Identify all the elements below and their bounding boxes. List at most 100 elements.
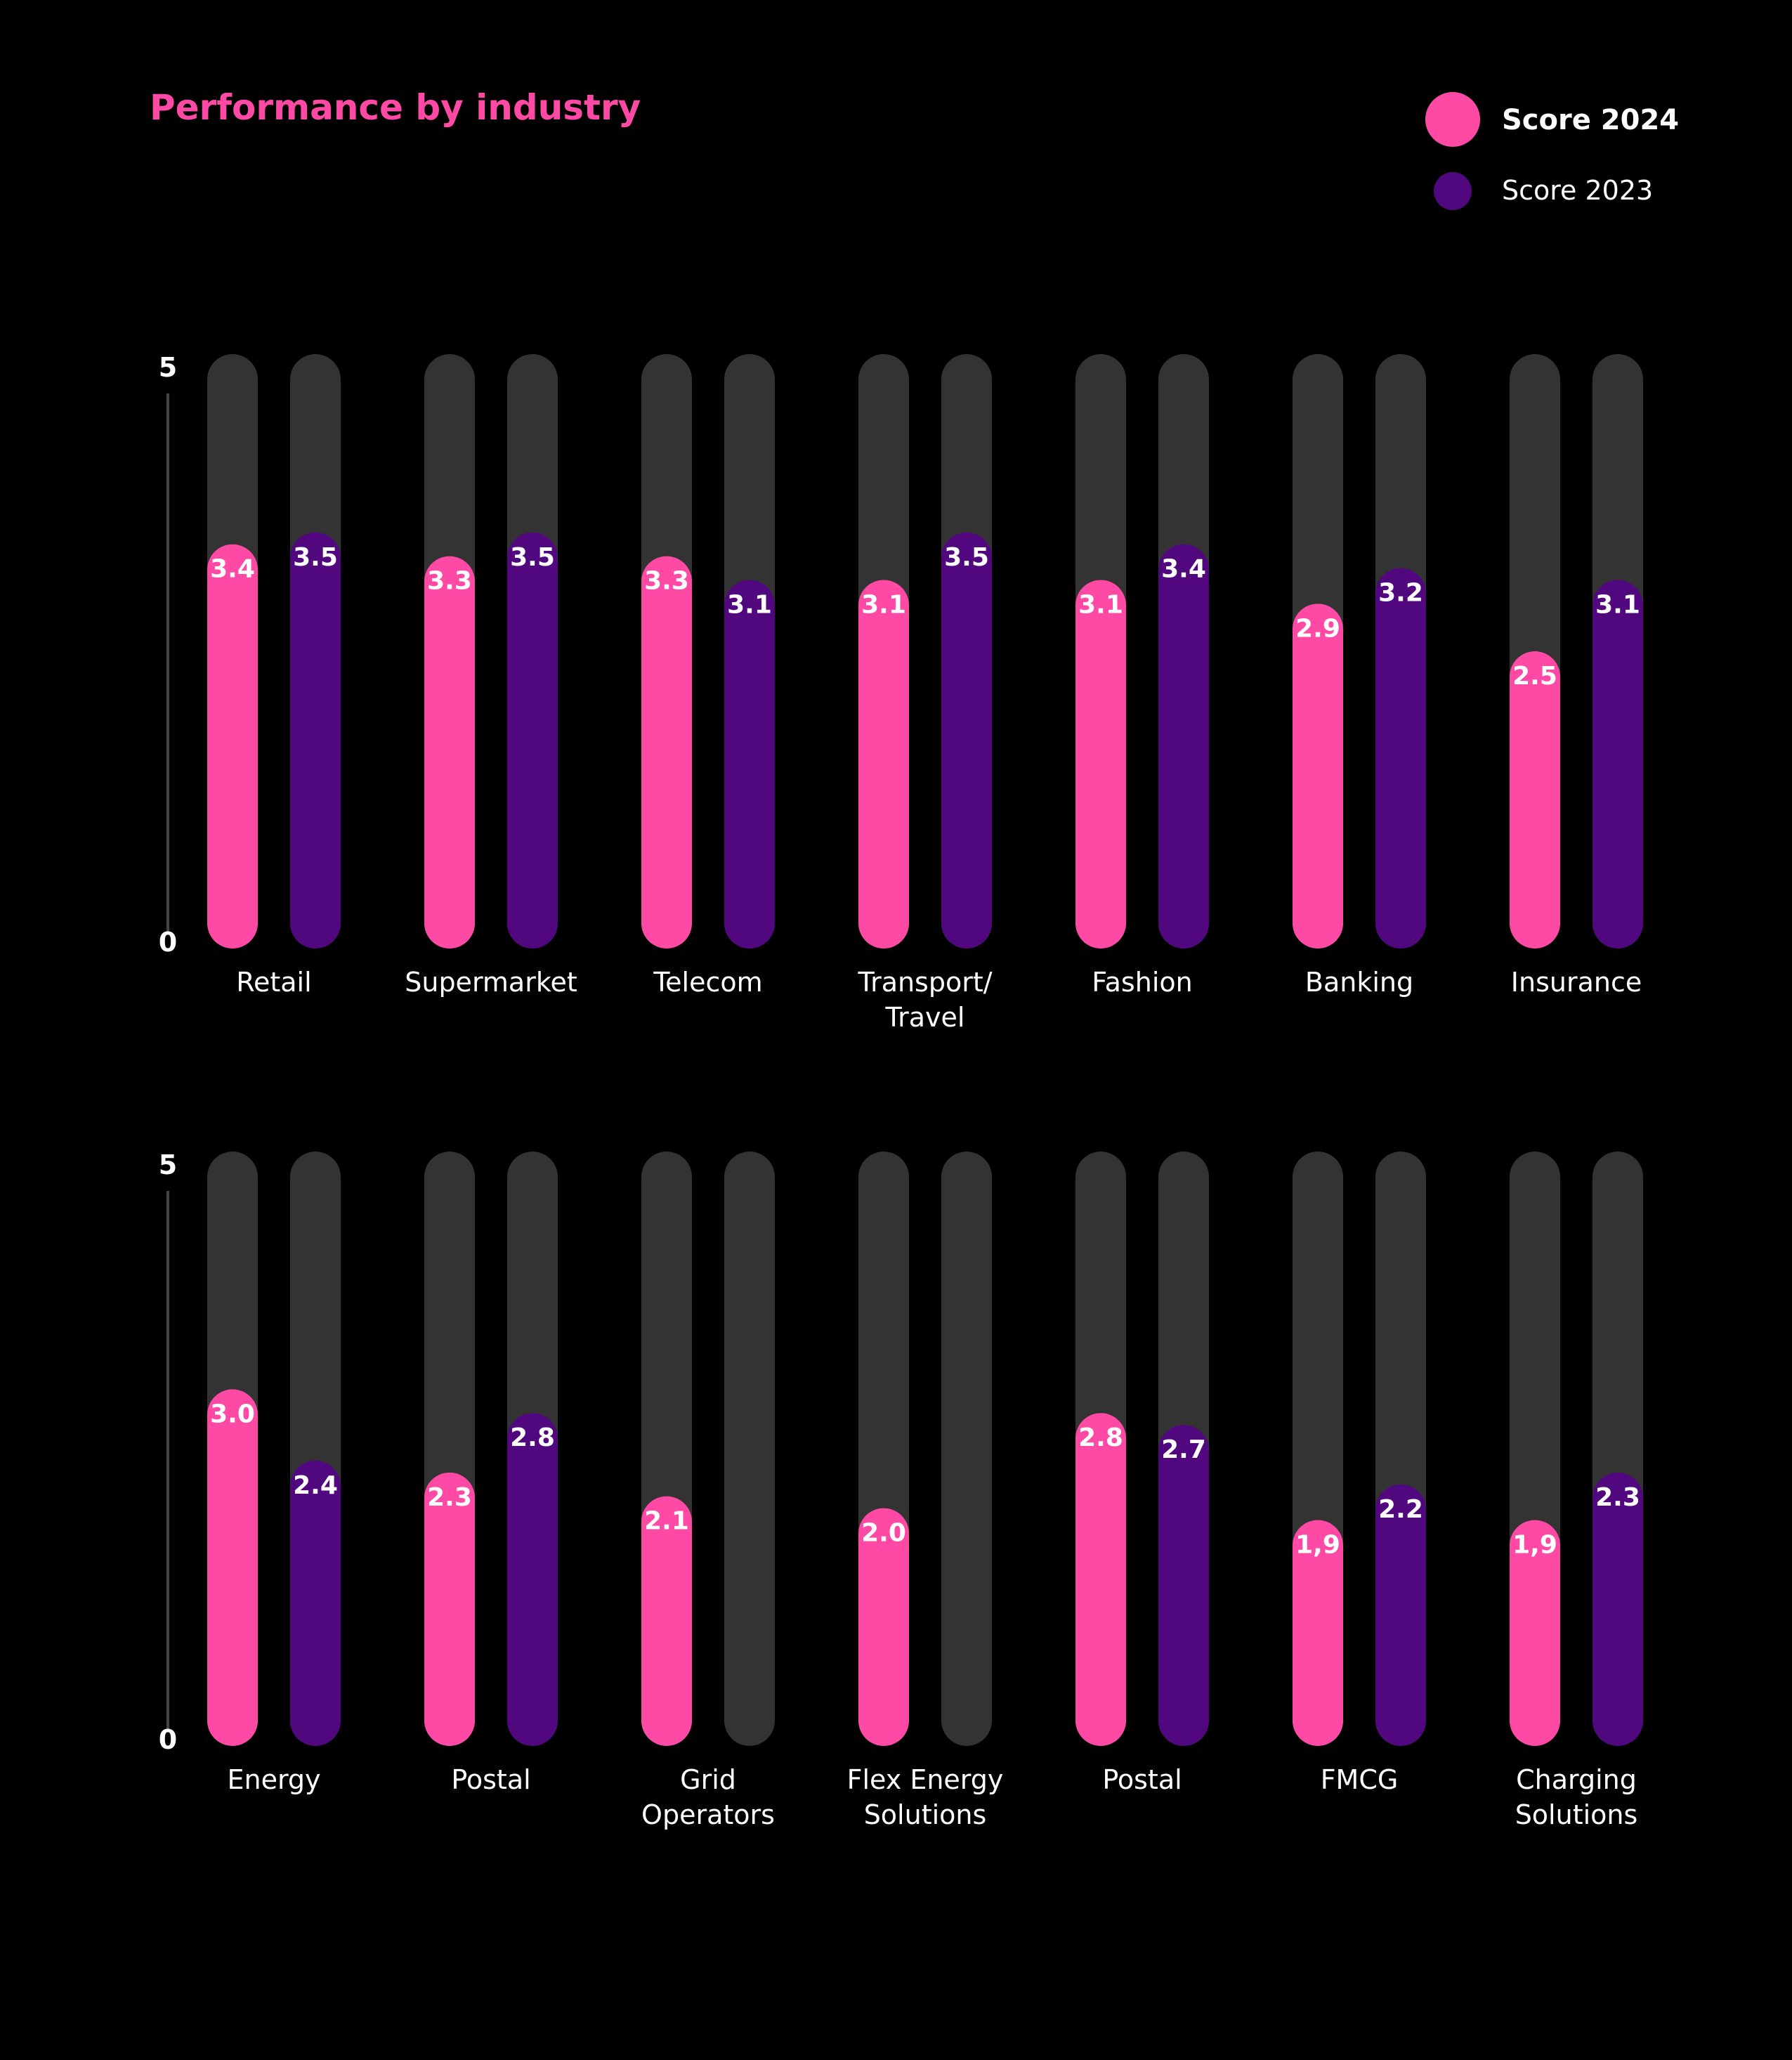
bar-score-2023 — [507, 532, 558, 948]
data-label-score-2023: 3.5 — [293, 543, 338, 572]
bar-score-2023 — [290, 532, 341, 948]
data-label-score-2023: 2.4 — [293, 1471, 338, 1500]
bar-score-2023 — [1592, 580, 1643, 948]
data-label-score-2023: 2.7 — [1161, 1435, 1206, 1464]
category-label: Transport/ — [857, 967, 992, 998]
bar-score-2023 — [941, 532, 992, 948]
category-label: Retail — [236, 967, 311, 998]
bar-score-2023 — [1158, 1425, 1209, 1746]
data-label-score-2024: 2.0 — [861, 1519, 906, 1548]
bar-score-2024 — [641, 1496, 692, 1746]
bar-score-2024 — [1510, 1520, 1560, 1746]
legend-item-score-2024: Score 2024 — [1425, 92, 1679, 147]
category-label: FMCG — [1321, 1764, 1399, 1795]
category-label: Grid — [680, 1764, 736, 1795]
category-label: Postal — [451, 1764, 530, 1795]
bar-score-2024 — [424, 1472, 475, 1746]
data-label-score-2024: 2.9 — [1295, 614, 1340, 643]
category-group-telecom: 3.3 3.1 Telecom — [641, 354, 775, 998]
data-label-score-2023: 2.2 — [1378, 1495, 1423, 1524]
category-group-banking: 2.9 3.2 Banking — [1293, 354, 1426, 998]
category-group-grid-operators: 2.1 Grid Operators — [641, 1152, 775, 1830]
chart-panel-top: 5 0 3.4 3.5 Retail 3.3 3.5 Supermarket 3.3 3.1 Tel… — [159, 352, 1643, 1033]
bar-score-2024 — [1075, 580, 1126, 948]
chart-panel-bottom: 5 0 3.0 2.4 Energy 2.3 2.8 Postal 2.1 Grid Operato… — [159, 1149, 1643, 1830]
category-label: Telecom — [653, 967, 762, 998]
chart-title: Performance by industry — [150, 87, 641, 128]
category-group-fashion: 3.1 3.4 Fashion — [1075, 354, 1209, 998]
data-label-score-2024: 2.1 — [644, 1507, 689, 1536]
data-label-score-2023: 3.5 — [944, 543, 989, 572]
bar-score-2024 — [858, 580, 909, 948]
category-label: Solutions — [864, 1799, 987, 1830]
bar-score-2024 — [207, 1389, 258, 1746]
data-label-score-2024: 3.3 — [644, 567, 689, 596]
category-group-supermarket: 3.3 3.5 Supermarket — [405, 354, 577, 998]
category-label: Solutions — [1515, 1799, 1638, 1830]
data-label-score-2024: 3.1 — [1078, 590, 1123, 619]
bar-score-2024 — [641, 556, 692, 948]
data-label-score-2023: 3.4 — [1161, 555, 1206, 584]
category-label: Banking — [1305, 967, 1413, 998]
bar-score-2023 — [1592, 1472, 1643, 1746]
y-tick-label-min: 0 — [159, 1724, 177, 1755]
legend-label-score-2023: Score 2023 — [1502, 175, 1653, 206]
data-label-score-2024: 1,9 — [1295, 1531, 1340, 1560]
category-label: Postal — [1102, 1764, 1182, 1795]
category-group-flex-energy-solutions: 2.0 Flex Energy Solutions — [847, 1152, 1004, 1830]
bar-score-2024 — [1293, 604, 1343, 948]
category-group-insurance: 2.5 3.1 Insurance — [1510, 354, 1643, 998]
legend-label-score-2024: Score 2024 — [1502, 104, 1679, 136]
data-label-score-2023: 3.5 — [510, 543, 555, 572]
bar-score-2024 — [1075, 1413, 1126, 1746]
legend-swatch-score-2023 — [1434, 172, 1472, 210]
category-group-charging-solutions: 1,9 2.3 Charging Solutions — [1510, 1152, 1643, 1830]
data-label-score-2023: 3.2 — [1378, 579, 1423, 608]
bar-score-2023 — [1375, 1484, 1426, 1746]
legend-swatch-score-2024 — [1425, 92, 1480, 147]
legend: Score 2024 Score 2023 — [1425, 92, 1679, 210]
category-label: Supermarket — [405, 967, 577, 998]
bar-track-score-2023 — [724, 1152, 775, 1746]
bar-score-2024 — [424, 556, 475, 948]
bar-score-2024 — [1293, 1520, 1343, 1746]
y-tick-label-max: 5 — [159, 352, 177, 383]
category-label: Energy — [227, 1764, 320, 1795]
data-label-score-2023: 2.8 — [510, 1423, 555, 1452]
category-label: Travel — [885, 1002, 965, 1033]
category-label: Insurance — [1511, 967, 1642, 998]
data-label-score-2023: 3.1 — [1595, 590, 1640, 619]
bar-score-2023 — [1158, 544, 1209, 948]
data-label-score-2024: 3.0 — [210, 1400, 255, 1428]
category-group-fmcg: 1,9 2.2 FMCG — [1293, 1152, 1426, 1795]
data-label-score-2024: 3.3 — [427, 567, 472, 596]
data-label-score-2024: 3.4 — [210, 555, 255, 584]
data-label-score-2024: 2.3 — [427, 1483, 472, 1512]
category-group-retail: 3.4 3.5 Retail — [207, 354, 341, 998]
bar-score-2023 — [290, 1460, 341, 1746]
legend-item-score-2023: Score 2023 — [1434, 172, 1653, 210]
bar-score-2024 — [207, 544, 258, 948]
data-label-score-2023: 2.3 — [1595, 1483, 1640, 1512]
category-group-postal: 2.3 2.8 Postal — [424, 1152, 558, 1795]
y-tick-label-max: 5 — [159, 1149, 177, 1180]
category-label: Flex Energy — [847, 1764, 1004, 1795]
y-tick-label-min: 0 — [159, 927, 177, 958]
bar-score-2024 — [858, 1508, 909, 1746]
data-label-score-2024: 2.8 — [1078, 1423, 1123, 1452]
category-label: Fashion — [1092, 967, 1192, 998]
bar-score-2024 — [1510, 651, 1560, 948]
bar-score-2023 — [507, 1413, 558, 1746]
category-label: Charging — [1516, 1764, 1637, 1795]
bar-track-score-2023 — [941, 1152, 992, 1746]
category-group-transport-travel: 3.1 3.5 Transport/Travel — [857, 354, 993, 1033]
category-label: Operators — [641, 1799, 775, 1830]
bar-score-2023 — [1375, 568, 1426, 948]
data-label-score-2024: 3.1 — [861, 590, 906, 619]
bar-score-2023 — [724, 580, 775, 948]
category-group-postal: 2.8 2.7 Postal — [1075, 1152, 1209, 1795]
data-label-score-2023: 3.1 — [727, 590, 772, 619]
category-group-energy: 3.0 2.4 Energy — [207, 1152, 341, 1795]
